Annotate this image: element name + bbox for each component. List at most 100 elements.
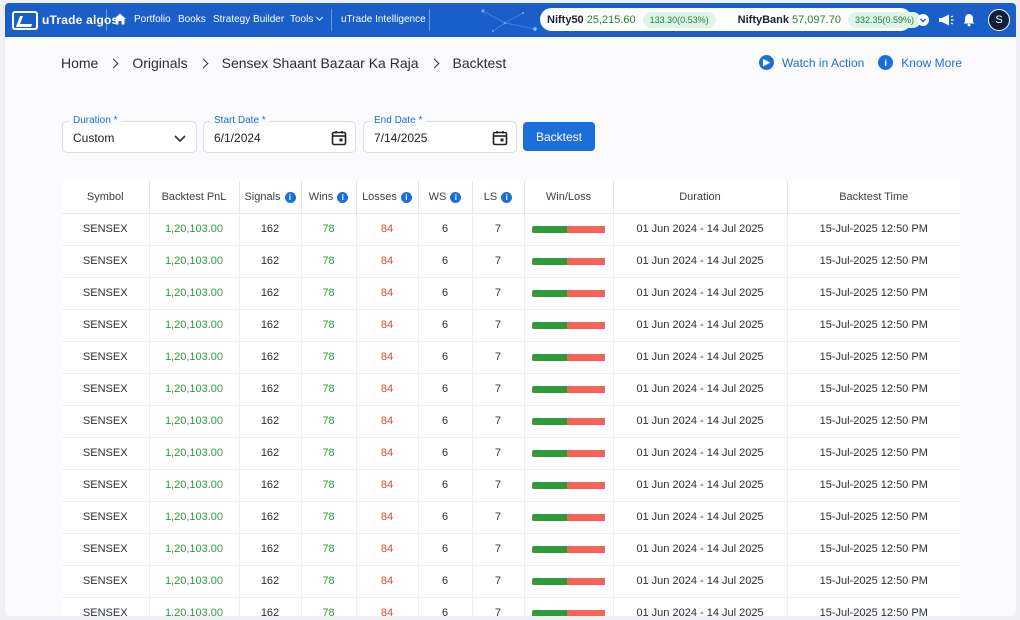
calendar-icon[interactable] (331, 130, 347, 146)
calendar-icon[interactable] (492, 130, 508, 146)
cell-pnl: 1,20,103.00 (149, 373, 240, 406)
user-avatar[interactable]: S (988, 9, 1010, 31)
cell-ws: 6 (418, 341, 473, 374)
end-date-field[interactable]: End Date * 7/14/2025 (363, 115, 517, 153)
backtest-button[interactable]: Backtest (523, 122, 595, 151)
info-icon[interactable]: i (450, 191, 462, 203)
ticker-nifty-change: 133.30(0.53%) (642, 11, 716, 28)
win-segment (531, 257, 568, 265)
col-duration[interactable]: Duration (613, 181, 788, 214)
cell-ls: 7 (472, 341, 525, 374)
col-label: WS (428, 190, 447, 203)
cell-win-loss (524, 405, 614, 438)
app-frame: uTrade algos Portfolio Books Strategy Bu… (5, 3, 1016, 616)
cell-signals: 162 (239, 565, 302, 598)
nav-portfolio[interactable]: Portfolio (134, 14, 171, 25)
know-more-link[interactable]: i Know More (878, 55, 962, 70)
table-row[interactable]: SENSEX 1,20,103.00 162 78 84 6 7 01 Jun 2024 - … (62, 309, 960, 342)
cell-ls: 7 (472, 373, 525, 406)
cell-wins: 78 (301, 405, 357, 438)
info-icon[interactable]: i (284, 191, 296, 203)
nav-utrade-intelligence[interactable]: uTrade Intelligence (341, 14, 426, 25)
cell-losses: 84 (356, 373, 419, 406)
nav-books[interactable]: Books (178, 14, 206, 25)
cell-symbol: SENSEX (62, 597, 150, 616)
col-symbol[interactable]: Symbol (62, 181, 150, 214)
col-backtest-time[interactable]: Backtest Time (787, 181, 960, 214)
win-loss-bar (531, 225, 606, 233)
col-ls[interactable]: LS i (472, 181, 525, 214)
chevron-down-icon (174, 135, 186, 143)
decorative-network-icon (481, 9, 537, 32)
cell-symbol: SENSEX (62, 213, 150, 246)
col-losses[interactable]: Losses i (356, 181, 419, 214)
cell-win-loss (524, 373, 614, 406)
cell-losses: 84 (356, 341, 419, 374)
home-icon[interactable] (113, 12, 127, 26)
cell-losses: 84 (356, 245, 419, 278)
table-row[interactable]: SENSEX 1,20,103.00 162 78 84 6 7 01 Jun 2024 - … (62, 469, 960, 502)
cell-backtest-time: 15-Jul-2025 12:50 PM (787, 565, 960, 598)
start-date-field[interactable]: Start Date * 6/1/2024 (203, 115, 356, 153)
cell-pnl: 1,20,103.00 (149, 309, 240, 342)
cell-signals: 162 (239, 213, 302, 246)
brand-logo[interactable]: uTrade algos (12, 9, 118, 31)
duration-select[interactable]: Duration * Custom (62, 115, 197, 153)
nav-tools[interactable]: Tools (290, 13, 324, 25)
megaphone-icon[interactable] (938, 13, 954, 27)
nav-strategy-builder[interactable]: Strategy Builder (213, 14, 285, 25)
cell-duration: 01 Jun 2024 - 14 Jul 2025 (613, 597, 788, 616)
chevron-down-icon (316, 13, 324, 22)
page-actions: ▶ Watch in Action i Know More (745, 55, 962, 70)
cell-duration: 01 Jun 2024 - 14 Jul 2025 (613, 501, 788, 534)
table-row[interactable]: SENSEX 1,20,103.00 162 78 84 6 7 01 Jun 2024 - … (62, 597, 960, 616)
info-icon[interactable]: i (337, 191, 349, 203)
watch-in-action-link[interactable]: ▶ Watch in Action (759, 55, 864, 70)
loss-segment (567, 353, 606, 361)
bell-icon[interactable] (962, 13, 976, 27)
table-row[interactable]: SENSEX 1,20,103.00 162 78 84 6 7 01 Jun 2024 - … (62, 373, 960, 406)
cell-duration: 01 Jun 2024 - 14 Jul 2025 (613, 341, 788, 374)
cell-win-loss (524, 501, 614, 534)
info-icon[interactable]: i (501, 191, 513, 203)
cell-duration: 01 Jun 2024 - 14 Jul 2025 (613, 245, 788, 278)
col-wins[interactable]: Wins i (301, 181, 357, 214)
cell-symbol: SENSEX (62, 373, 150, 406)
cell-ws: 6 (418, 277, 473, 310)
ticker-bank-name: NiftyBank (737, 13, 790, 26)
table-row[interactable]: SENSEX 1,20,103.00 162 78 84 6 7 01 Jun 2024 - … (62, 245, 960, 278)
chevron-right-icon (429, 58, 439, 68)
breadcrumb: Home Originals Sensex Shaant Bazaar Ka R… (61, 55, 506, 71)
table-row[interactable]: SENSEX 1,20,103.00 162 78 84 6 7 01 Jun 2024 - … (62, 501, 960, 534)
table-row[interactable]: SENSEX 1,20,103.00 162 78 84 6 7 01 Jun 2024 - … (62, 437, 960, 470)
table-row[interactable]: SENSEX 1,20,103.00 162 78 84 6 7 01 Jun 2024 - … (62, 565, 960, 598)
col-label: LS (483, 190, 498, 203)
cell-ls: 7 (472, 565, 525, 598)
cell-win-loss (524, 437, 614, 470)
breadcrumb-strategy[interactable]: Sensex Shaant Bazaar Ka Raja (221, 55, 419, 71)
table-row[interactable]: SENSEX 1,20,103.00 162 78 84 6 7 01 Jun 2024 - … (62, 213, 960, 246)
col-ws[interactable]: WS i (418, 181, 473, 214)
info-icon[interactable]: i (400, 191, 412, 203)
table-row[interactable]: SENSEX 1,20,103.00 162 78 84 6 7 01 Jun 2024 - … (62, 405, 960, 438)
col-label: Win/Loss (545, 190, 592, 203)
breadcrumb-originals[interactable]: Originals (132, 55, 188, 71)
breadcrumb-home[interactable]: Home (61, 55, 99, 71)
cell-symbol: SENSEX (62, 469, 150, 502)
table-row[interactable]: SENSEX 1,20,103.00 162 78 84 6 7 01 Jun 2024 - … (62, 341, 960, 374)
table-row[interactable]: SENSEX 1,20,103.00 162 78 84 6 7 01 Jun 2024 - … (62, 277, 960, 310)
cell-pnl: 1,20,103.00 (149, 533, 240, 566)
cell-signals: 162 (239, 405, 302, 438)
col-signals[interactable]: Signals i (239, 181, 302, 214)
ticker-expand-icon[interactable] (916, 13, 930, 27)
nav-divider (429, 9, 430, 31)
cell-backtest-time: 15-Jul-2025 12:50 PM (787, 373, 960, 406)
cell-ws: 6 (418, 373, 473, 406)
col-pnl[interactable]: Backtest PnL (149, 181, 240, 214)
col-win-loss[interactable]: Win/Loss (524, 181, 614, 214)
cell-win-loss (524, 245, 614, 278)
nav-divider (106, 9, 107, 31)
cell-ws: 6 (418, 501, 473, 534)
cell-duration: 01 Jun 2024 - 14 Jul 2025 (613, 373, 788, 406)
table-row[interactable]: SENSEX 1,20,103.00 162 78 84 6 7 01 Jun 2024 - … (62, 533, 960, 566)
